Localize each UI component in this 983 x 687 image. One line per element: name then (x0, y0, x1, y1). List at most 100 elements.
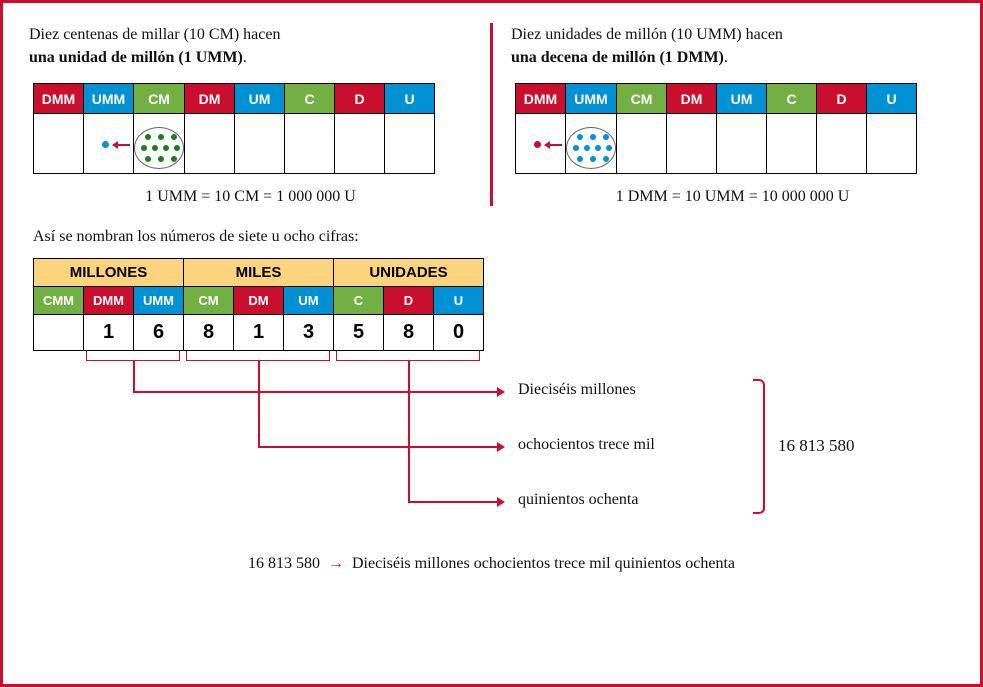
pv-header-um: UM (717, 84, 767, 114)
group-unidades: UNIDADES (334, 259, 484, 287)
pv-table-left: DMMUMMCMDMUMCDU (33, 83, 435, 174)
intro-left-line1: Diez centenas de millar (10 CM) hacen (29, 26, 280, 43)
subheader-c: C (334, 287, 384, 315)
intro-right-end: . (724, 49, 728, 66)
main-frame: Diez centenas de millar (10 CM) hacen un… (0, 0, 983, 687)
pv-cell (516, 114, 566, 174)
dot (152, 145, 158, 151)
equation-right: 1 DMM = 10 UMM = 10 000 000 U (511, 188, 954, 206)
pv-cell (385, 114, 435, 174)
bottom-summary: 16 813 580 → Dieciséis millones ochocien… (29, 555, 954, 573)
pv-cell (717, 114, 767, 174)
dot (171, 156, 177, 162)
digit-cell-0 (34, 315, 84, 351)
digit-cell-6: 5 (334, 315, 384, 351)
subheader-cmm: CMM (34, 287, 84, 315)
arrow-miles (258, 446, 503, 448)
word-millones: Dieciséis millones (518, 381, 636, 399)
pv-header-dmm: DMM (34, 84, 84, 114)
digit-cell-4: 1 (234, 315, 284, 351)
pv-header-u: U (385, 84, 435, 114)
subheader-dm: DM (234, 287, 284, 315)
pv-cell (285, 114, 335, 174)
dot (595, 145, 601, 151)
dot (573, 145, 579, 151)
pv-cell (667, 114, 717, 174)
digit-cell-1: 1 (84, 315, 134, 351)
dot (584, 145, 590, 151)
pv-header-d: D (335, 84, 385, 114)
big-place-value-table: MILLONESMILESUNIDADES CMMDMMUMMCMDMUMCDU… (33, 258, 484, 351)
subheader-cm: CM (184, 287, 234, 315)
digit-cell-5: 3 (284, 315, 334, 351)
subheader-d: D (384, 287, 434, 315)
pv-cell (134, 114, 185, 174)
stem-unidades (408, 361, 410, 501)
pv-cell (185, 114, 235, 174)
intro-left-bold: una unidad de millón (1 UMM) (29, 49, 243, 66)
pv-cell (867, 114, 917, 174)
pv-header-dmm: DMM (516, 84, 566, 114)
pv-cell (617, 114, 667, 174)
intro-right: Diez unidades de millón (10 UMM) hacen u… (511, 23, 954, 69)
ten-dots-oval (566, 127, 616, 169)
digit-cell-8: 0 (434, 315, 484, 351)
dot (603, 134, 609, 140)
intro-left: Diez centenas de millar (10 CM) hacen un… (29, 23, 472, 69)
right-brace (753, 379, 765, 514)
digit-cell-2: 6 (134, 315, 184, 351)
equation-left: 1 UMM = 10 CM = 1 000 000 U (29, 188, 472, 206)
dot (158, 156, 164, 162)
mid-text: Así se nombran los números de siete u oc… (33, 228, 954, 246)
group-millones: MILLONES (34, 259, 184, 287)
dot (163, 145, 169, 151)
dot (174, 145, 180, 151)
pv-header-u: U (867, 84, 917, 114)
intro-right-bold: una decena de millón (1 DMM) (511, 49, 724, 66)
word-unidades: quinientos ochenta (518, 491, 638, 509)
digit-cell-7: 8 (384, 315, 434, 351)
top-panels: Diez centenas de millar (10 CM) hacen un… (29, 23, 954, 206)
arrow-millones (133, 391, 503, 393)
dot (577, 156, 583, 162)
pv-cell (335, 114, 385, 174)
bottom-text: Dieciséis millones ochocientos trece mil… (352, 555, 735, 572)
word-miles: ochocientos trece mil (518, 436, 655, 454)
arrow-left-icon (546, 144, 562, 146)
pv-header-c: C (285, 84, 335, 114)
pv-cell (817, 114, 867, 174)
pv-header-cm: CM (134, 84, 185, 114)
pv-header-umm: UMM (84, 84, 134, 114)
number-compact: 16 813 580 (778, 436, 855, 456)
dot (577, 134, 583, 140)
dot (590, 134, 596, 140)
arrow-icon: → (324, 555, 348, 572)
dot (145, 156, 151, 162)
bracket-miles (186, 351, 330, 361)
pv-header-dm: DM (667, 84, 717, 114)
ten-dots-oval (134, 127, 184, 169)
dot (141, 145, 147, 151)
subheader-u: U (434, 287, 484, 315)
dot (603, 156, 609, 162)
arrow-unidades (408, 501, 503, 503)
panel-umm: Diez centenas de millar (10 CM) hacen un… (29, 23, 490, 206)
arrow-left-icon (114, 144, 130, 146)
brackets-area: Dieciséis millones ochocientos trece mil… (33, 351, 954, 551)
digit-cell-3: 8 (184, 315, 234, 351)
subheader-um: UM (284, 287, 334, 315)
stem-millones (133, 361, 135, 391)
dot (590, 156, 596, 162)
dot (606, 145, 612, 151)
pv-header-dm: DM (185, 84, 235, 114)
pv-cell (235, 114, 285, 174)
pv-cell (767, 114, 817, 174)
pv-cell (34, 114, 84, 174)
pv-header-d: D (817, 84, 867, 114)
pv-cell (84, 114, 134, 174)
pv-header-cm: CM (617, 84, 667, 114)
subheader-umm: UMM (134, 287, 184, 315)
intro-right-line1: Diez unidades de millón (10 UMM) hacen (511, 26, 783, 43)
dot (158, 134, 164, 140)
dot (171, 134, 177, 140)
